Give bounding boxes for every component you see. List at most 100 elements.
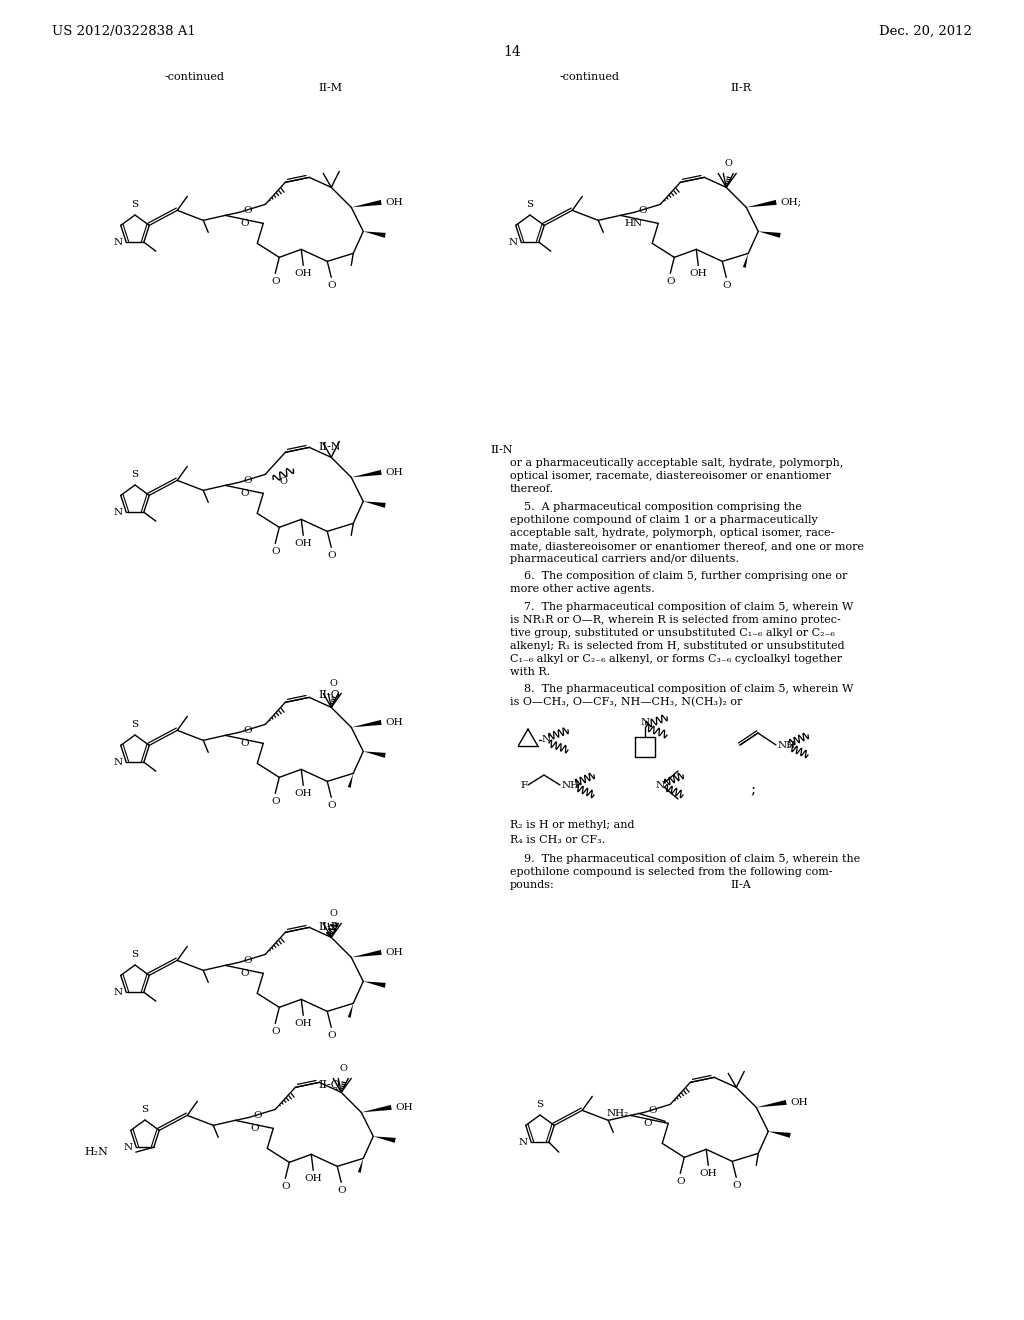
- Text: O: O: [732, 1181, 740, 1191]
- Text: O: O: [253, 1111, 262, 1119]
- Polygon shape: [351, 950, 382, 957]
- Polygon shape: [361, 1105, 391, 1113]
- Text: O: O: [241, 219, 249, 228]
- Polygon shape: [357, 1159, 364, 1172]
- Text: 8.  The pharmaceutical composition of claim 5, wherein W: 8. The pharmaceutical composition of cla…: [510, 684, 853, 694]
- Text: N: N: [542, 735, 551, 744]
- Polygon shape: [348, 1003, 353, 1018]
- Text: O: O: [330, 680, 337, 688]
- Text: is O—CH₃, O—CF₃, NH—CH₃, N(CH₃)₂ or: is O—CH₃, O—CF₃, NH—CH₃, N(CH₃)₂ or: [510, 697, 742, 708]
- Text: OH: OH: [689, 269, 708, 279]
- Text: O: O: [327, 1031, 336, 1040]
- Text: 9.  The pharmaceutical composition of claim 5, wherein the: 9. The pharmaceutical composition of cla…: [510, 854, 860, 865]
- Text: -continued: -continued: [560, 73, 620, 82]
- Text: O: O: [244, 206, 252, 215]
- Text: Dec. 20, 2012: Dec. 20, 2012: [880, 25, 972, 38]
- Text: O: O: [644, 1119, 652, 1127]
- Text: HN: HN: [625, 219, 642, 228]
- Text: S: S: [141, 1105, 148, 1114]
- Text: R₂ is H or methyl; and: R₂ is H or methyl; and: [510, 820, 635, 830]
- Text: 7.  The pharmaceutical composition of claim 5, wherein W: 7. The pharmaceutical composition of cla…: [510, 602, 853, 612]
- Text: NH₂: NH₂: [606, 1109, 629, 1118]
- Text: C₁₋₆ alkyl or C₂₋₆ alkenyl, or forms C₃₋₆ cycloalkyl together: C₁₋₆ alkyl or C₂₋₆ alkenyl, or forms C₃₋…: [510, 653, 842, 664]
- Text: epothilone compound is selected from the following com-: epothilone compound is selected from the…: [510, 867, 833, 876]
- Text: O: O: [330, 909, 337, 919]
- Polygon shape: [364, 751, 386, 758]
- Polygon shape: [758, 231, 780, 238]
- Text: II-O: II-O: [318, 690, 340, 700]
- Text: -continued: -continued: [165, 73, 225, 82]
- Text: O: O: [281, 1183, 290, 1192]
- Text: O: O: [251, 1123, 259, 1133]
- Text: II-N: II-N: [318, 442, 341, 451]
- Text: O: O: [722, 281, 730, 290]
- Text: O: O: [241, 969, 249, 978]
- Text: OH: OH: [385, 467, 402, 477]
- Polygon shape: [351, 470, 382, 478]
- Text: O: O: [339, 1064, 347, 1073]
- Polygon shape: [746, 199, 776, 207]
- Text: O: O: [271, 797, 280, 807]
- Text: OH: OH: [295, 1019, 312, 1028]
- Text: N: N: [640, 718, 649, 727]
- Text: N: N: [113, 238, 122, 247]
- Text: II-M: II-M: [318, 83, 342, 92]
- Text: alkenyl; R₁ is selected from H, substituted or unsubstituted: alkenyl; R₁ is selected from H, substitu…: [510, 642, 845, 651]
- Text: O: O: [241, 488, 249, 498]
- Text: R₄ is CH₃ or CF₃.: R₄ is CH₃ or CF₃.: [510, 836, 605, 845]
- Text: thereof.: thereof.: [510, 484, 554, 494]
- Text: is NR₁R or O—R, wherein R is selected from amino protec-: is NR₁R or O—R, wherein R is selected fr…: [510, 615, 841, 624]
- Text: O: O: [648, 1106, 656, 1115]
- Text: 14: 14: [503, 45, 521, 59]
- Polygon shape: [768, 1131, 791, 1138]
- Text: OH: OH: [385, 198, 402, 207]
- Polygon shape: [374, 1137, 395, 1143]
- Text: pounds:: pounds:: [510, 880, 555, 890]
- Text: O: O: [638, 206, 647, 215]
- Text: O: O: [271, 277, 280, 286]
- Text: O: O: [337, 1187, 345, 1196]
- Text: OH: OH: [395, 1104, 413, 1111]
- Text: OH: OH: [304, 1175, 323, 1183]
- Polygon shape: [348, 774, 353, 788]
- Text: OH: OH: [295, 540, 312, 548]
- Text: O: O: [327, 801, 336, 810]
- Text: optical isomer, racemate, diastereoisomer or enantiomer: optical isomer, racemate, diastereoisome…: [510, 471, 830, 480]
- Text: II-P: II-P: [318, 921, 338, 932]
- Text: acceptable salt, hydrate, polymorph, optical isomer, race-: acceptable salt, hydrate, polymorph, opt…: [510, 528, 835, 539]
- Text: O: O: [327, 281, 336, 290]
- Polygon shape: [742, 253, 749, 268]
- Text: OH: OH: [295, 789, 312, 799]
- Text: tive group, substituted or unsubstituted C₁₋₆ alkyl or C₂₋₆: tive group, substituted or unsubstituted…: [510, 628, 835, 638]
- Text: OH: OH: [385, 948, 402, 957]
- Text: O: O: [280, 478, 287, 486]
- Text: S: S: [131, 470, 138, 479]
- Text: S: S: [537, 1100, 544, 1109]
- Text: S: S: [131, 950, 138, 960]
- Text: US 2012/0322838 A1: US 2012/0322838 A1: [52, 25, 196, 38]
- Polygon shape: [351, 719, 382, 727]
- Text: O: O: [244, 956, 252, 965]
- Text: II-A: II-A: [730, 880, 751, 890]
- Text: more other active agents.: more other active agents.: [510, 583, 654, 594]
- Text: N: N: [113, 508, 122, 516]
- Text: N: N: [655, 780, 665, 789]
- Polygon shape: [364, 502, 386, 508]
- Text: O: O: [244, 726, 252, 735]
- Text: II-R: II-R: [730, 83, 751, 92]
- Text: H₂N: H₂N: [84, 1147, 108, 1158]
- Text: NH: NH: [562, 780, 581, 789]
- Text: II-N: II-N: [490, 445, 512, 455]
- Text: N: N: [518, 1138, 527, 1147]
- Polygon shape: [351, 199, 382, 207]
- Text: II-Q: II-Q: [318, 1080, 340, 1090]
- Text: epothilone compound of claim 1 or a pharmaceutically: epothilone compound of claim 1 or a phar…: [510, 515, 818, 525]
- Polygon shape: [364, 231, 386, 238]
- Text: OH: OH: [791, 1098, 808, 1107]
- Text: N: N: [113, 758, 122, 767]
- Text: O: O: [244, 477, 252, 484]
- Text: ;: ;: [750, 783, 755, 797]
- Text: pharmaceutical carriers and/or diluents.: pharmaceutical carriers and/or diluents.: [510, 554, 739, 564]
- Text: O: O: [241, 739, 249, 748]
- Text: S: S: [131, 201, 138, 209]
